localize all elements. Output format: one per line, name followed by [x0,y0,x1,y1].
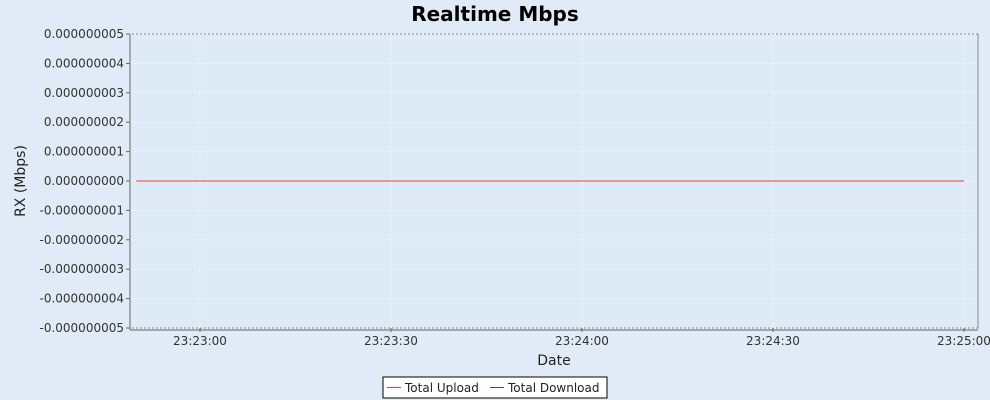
grid [130,33,978,329]
legend-label-upload: Total Upload [404,381,479,395]
legend: Total Upload Total Download [382,376,608,399]
x-tick-label: 23:24:00 [555,334,609,348]
y-tick-label: -0.000000005 [40,321,125,335]
x-tick-label: 23:23:00 [173,334,227,348]
y-tick-label: 0.000000001 [44,145,124,159]
y-axis-label: RX (Mbps) [13,145,29,217]
x-tick-label: 23:25:00 [937,334,990,348]
y-tick-label: 0.000000003 [44,86,124,100]
chart-title: Realtime Mbps [411,2,579,26]
x-axis: 23:23:00 23:23:30 23:24:00 23:24:30 23:25:00 [130,328,990,348]
legend-label-download: Total Download [507,381,600,395]
y-tick-label: -0.000000004 [40,292,125,306]
y-axis: 0.000000005 0.000000004 0.000000003 0.00000… [40,27,131,335]
y-tick-label: -0.000000001 [40,203,125,217]
x-axis-label: Date [537,353,570,369]
y-tick-label: 0.000000005 [44,27,124,41]
y-tick-label: 0.000000000 [44,174,124,188]
x-tick-label: 23:23:30 [364,334,418,348]
y-tick-label: -0.000000002 [40,233,125,247]
y-tick-label: -0.000000003 [40,262,125,276]
x-tick-label: 23:24:30 [746,334,800,348]
y-tick-label: 0.000000002 [44,115,124,129]
y-tick-label: 0.000000004 [44,56,124,70]
